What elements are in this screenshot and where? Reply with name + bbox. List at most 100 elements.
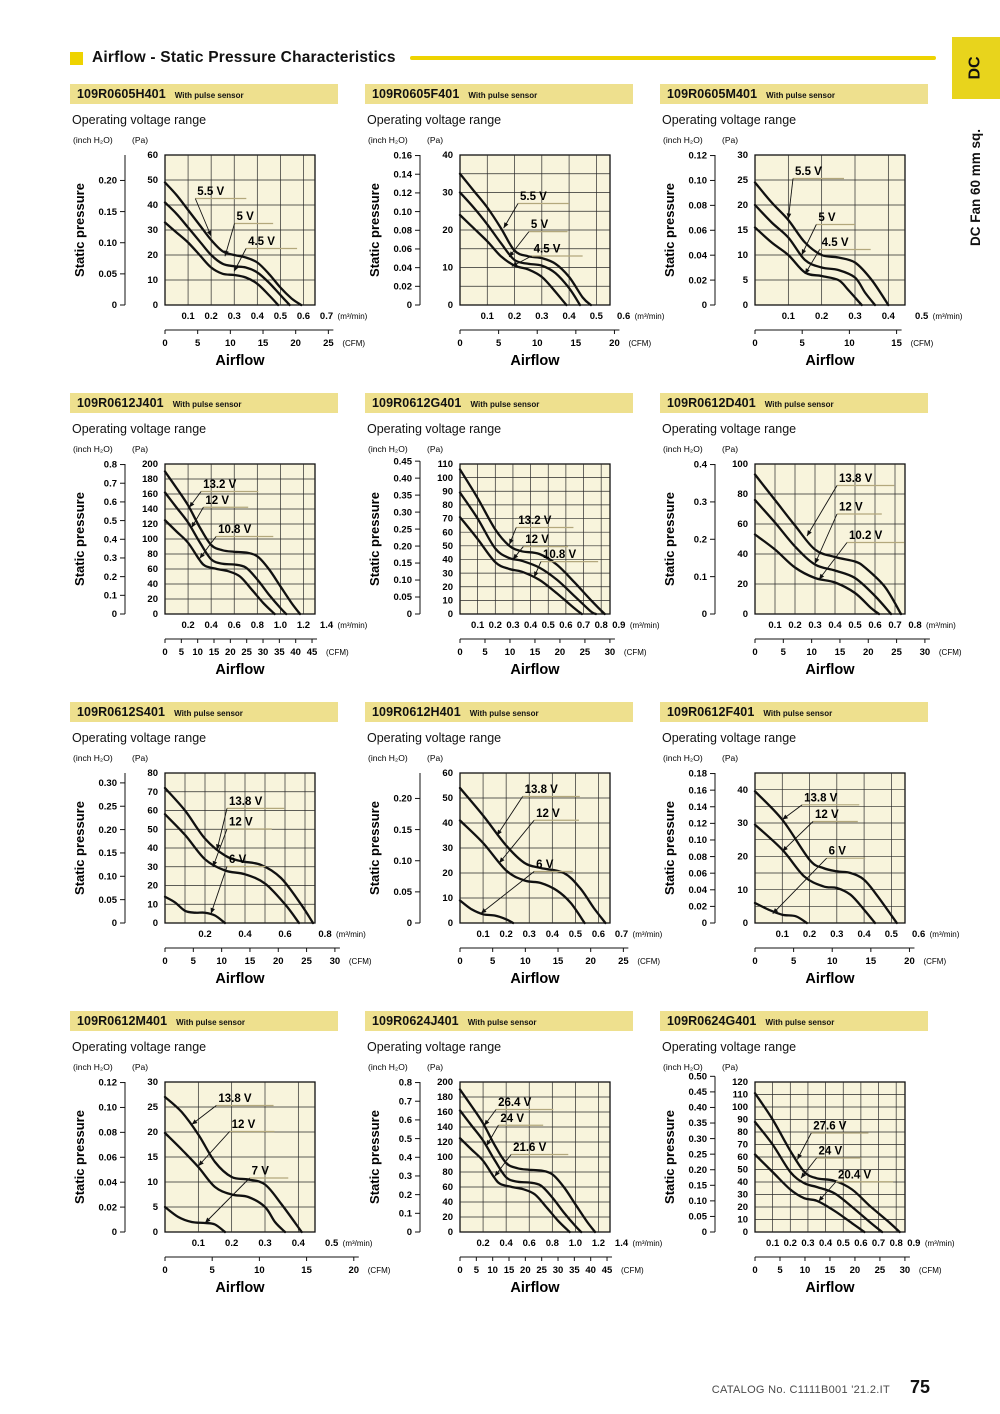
svg-text:0.18: 0.18: [689, 769, 708, 780]
svg-text:0: 0: [448, 300, 453, 311]
svg-text:160: 160: [142, 489, 158, 500]
operating-voltage-label: Operating voltage range: [367, 1040, 502, 1054]
svg-text:Static pressure: Static pressure: [72, 492, 87, 586]
fan-curve: [753, 181, 890, 307]
svg-text:0.4: 0.4: [562, 311, 576, 322]
fan-curve: [458, 819, 586, 925]
pulse-sensor-badge: With pulse sensor: [176, 1017, 245, 1027]
svg-text:0.08: 0.08: [689, 852, 708, 863]
svg-text:0.8: 0.8: [546, 1238, 559, 1249]
airflow-chart: (inch H₂O) (Pa) Static pressure 0 0.1 0.2 0.3 0…: [72, 444, 368, 678]
fan-panel-109R0612G401: 109R0612G401 With pulse sensor Operating…: [365, 393, 660, 684]
svg-text:140: 140: [142, 504, 158, 515]
svg-text:0.6: 0.6: [912, 929, 925, 940]
svg-text:0.16: 0.16: [689, 785, 708, 796]
svg-text:0.2: 0.2: [508, 311, 521, 322]
arrowhead-icon: [234, 265, 239, 272]
page-title: Airflow - Static Pressure Characteristic…: [92, 49, 396, 66]
voltage-label: 4.5 V: [248, 236, 275, 248]
svg-text:30: 30: [605, 647, 616, 658]
svg-text:0.15: 0.15: [394, 825, 413, 836]
svg-text:15: 15: [737, 225, 748, 236]
svg-text:0.05: 0.05: [99, 269, 118, 280]
svg-text:0.10: 0.10: [99, 238, 118, 249]
model-header: 109R0624J401 With pulse sensor: [365, 1011, 633, 1031]
voltage-label: 13.8 V: [839, 473, 873, 485]
svg-text:0.30: 0.30: [689, 1134, 708, 1145]
svg-text:0.25: 0.25: [689, 1149, 708, 1160]
pulse-sensor-badge: With pulse sensor: [467, 1017, 537, 1027]
voltage-label: 12 V: [839, 502, 863, 514]
model-number: 109R0605M401: [667, 87, 758, 101]
svg-text:Static pressure: Static pressure: [662, 801, 677, 895]
arrowhead-icon: [496, 829, 502, 836]
fan-panel-109R0624G401: 109R0624G401 With pulse sensor Operating…: [660, 1011, 955, 1302]
svg-text:Static pressure: Static pressure: [367, 183, 382, 277]
svg-text:20: 20: [348, 1265, 359, 1276]
svg-text:0.8: 0.8: [251, 620, 264, 631]
svg-text:60: 60: [442, 1182, 453, 1193]
svg-text:5: 5: [800, 338, 806, 349]
svg-text:0.08: 0.08: [394, 225, 413, 236]
svg-text:5: 5: [781, 647, 787, 658]
svg-text:40: 40: [737, 1177, 748, 1188]
arrowhead-icon: [494, 1170, 500, 1177]
voltage-label: 5.5 V: [795, 166, 822, 178]
svg-text:Static pressure: Static pressure: [72, 183, 87, 277]
svg-text:30: 30: [147, 225, 158, 236]
svg-text:0.5: 0.5: [915, 311, 929, 322]
pulse-sensor-badge: With pulse sensor: [172, 399, 242, 409]
model-number: 109R0612D401: [667, 396, 756, 410]
airflow-chart: (inch H₂O) (Pa)Static pressure00.050.100.…: [367, 753, 663, 987]
fan-curve: [458, 786, 607, 925]
operating-voltage-label: Operating voltage range: [662, 1040, 797, 1054]
pulse-sensor-badge: With pulse sensor: [174, 90, 244, 100]
svg-text:0: 0: [112, 918, 117, 929]
svg-text:Airflow: Airflow: [215, 353, 265, 369]
svg-text:0.8: 0.8: [890, 1238, 903, 1249]
operating-voltage-label: Operating voltage range: [367, 731, 502, 745]
svg-text:(m³/min): (m³/min): [933, 312, 963, 321]
svg-text:0.5: 0.5: [542, 620, 556, 631]
arrowhead-icon: [189, 501, 195, 508]
svg-text:110: 110: [438, 459, 453, 470]
svg-text:0.6: 0.6: [523, 1238, 536, 1249]
fan-curve: [163, 1131, 287, 1234]
voltage-label: 5 V: [818, 212, 836, 224]
svg-text:(inch H₂O): (inch H₂O): [73, 444, 113, 454]
svg-text:0: 0: [112, 609, 117, 620]
voltage-label: 12 V: [229, 817, 253, 829]
svg-text:10: 10: [147, 1177, 158, 1188]
svg-text:140: 140: [437, 1122, 453, 1133]
fan-panel-109R0605F401: 109R0605F401 With pulse sensor Operating…: [365, 84, 665, 375]
svg-text:0.6: 0.6: [868, 620, 881, 631]
model-number: 109R0612G401: [372, 396, 462, 410]
arrowhead-icon: [819, 573, 825, 580]
svg-text:0.6: 0.6: [617, 311, 630, 322]
model-header: 109R0605F401 With pulse sensor: [365, 84, 633, 104]
fan-curve: [753, 498, 893, 616]
svg-text:Airflow: Airflow: [215, 1280, 265, 1296]
svg-text:(Pa): (Pa): [722, 135, 738, 145]
svg-text:100: 100: [732, 459, 748, 470]
svg-text:5: 5: [496, 338, 502, 349]
fan-curve: [458, 172, 593, 307]
svg-text:40: 40: [585, 1265, 596, 1276]
svg-text:0.1: 0.1: [181, 311, 195, 322]
model-header: 109R0612D401 With pulse sensor: [660, 393, 928, 413]
operating-voltage-label: Operating voltage range: [367, 113, 502, 127]
svg-text:1.0: 1.0: [569, 1238, 582, 1249]
fan-curve: [163, 1095, 303, 1234]
svg-text:0.9: 0.9: [612, 620, 625, 631]
svg-text:0.3: 0.3: [808, 620, 821, 631]
svg-text:(inch H₂O): (inch H₂O): [368, 753, 408, 763]
svg-text:50: 50: [147, 824, 158, 835]
svg-text:0.2: 0.2: [500, 929, 513, 940]
svg-text:20: 20: [520, 1265, 531, 1276]
svg-text:(CFM): (CFM): [368, 1266, 391, 1275]
svg-text:0.6: 0.6: [297, 311, 310, 322]
svg-text:90: 90: [442, 486, 453, 497]
svg-text:0.4: 0.4: [882, 311, 896, 322]
svg-text:30: 30: [737, 150, 748, 161]
svg-text:0.2: 0.2: [198, 929, 211, 940]
